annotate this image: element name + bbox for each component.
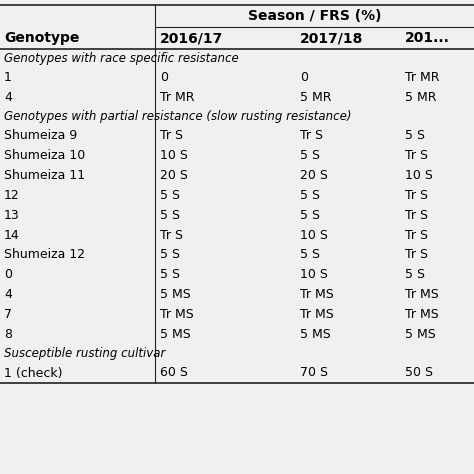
Text: Tr S: Tr S	[405, 228, 428, 241]
Text: 5 MR: 5 MR	[300, 91, 331, 103]
Text: 0: 0	[300, 71, 308, 83]
Text: 10 S: 10 S	[300, 268, 328, 282]
Text: Tr S: Tr S	[160, 128, 183, 142]
Text: 8: 8	[4, 328, 12, 341]
Text: 5 MS: 5 MS	[160, 289, 191, 301]
Text: 5 S: 5 S	[160, 268, 180, 282]
Text: 5 MS: 5 MS	[160, 328, 191, 341]
Text: 14: 14	[4, 228, 20, 241]
Text: 201...: 201...	[405, 31, 450, 45]
Text: 13: 13	[4, 209, 20, 221]
Text: Tr MR: Tr MR	[160, 91, 194, 103]
Text: 4: 4	[4, 289, 12, 301]
Text: 4: 4	[4, 91, 12, 103]
Text: Tr MS: Tr MS	[300, 289, 334, 301]
Text: Genotypes with partial resistance (slow rusting resistance): Genotypes with partial resistance (slow …	[4, 109, 352, 122]
Text: 2017/18: 2017/18	[300, 31, 364, 45]
Text: Genotypes with race specific resistance: Genotypes with race specific resistance	[4, 52, 239, 64]
Text: Tr MS: Tr MS	[160, 309, 194, 321]
Text: Tr S: Tr S	[300, 128, 323, 142]
Text: 12: 12	[4, 189, 20, 201]
Text: 5 S: 5 S	[160, 248, 180, 262]
Text: 10 S: 10 S	[300, 228, 328, 241]
Text: 0: 0	[4, 268, 12, 282]
Text: Genotype: Genotype	[4, 31, 79, 45]
Text: 5 S: 5 S	[300, 248, 320, 262]
Text: Shumeiza 9: Shumeiza 9	[4, 128, 77, 142]
Text: 5 S: 5 S	[405, 268, 425, 282]
Text: 0: 0	[160, 71, 168, 83]
Text: 60 S: 60 S	[160, 366, 188, 380]
Text: 5 MS: 5 MS	[300, 328, 331, 341]
Text: 10 S: 10 S	[405, 168, 433, 182]
Text: 2016/17: 2016/17	[160, 31, 223, 45]
Text: 1: 1	[4, 71, 12, 83]
Text: 5 S: 5 S	[300, 209, 320, 221]
Text: 70 S: 70 S	[300, 366, 328, 380]
Text: 20 S: 20 S	[300, 168, 328, 182]
Text: 10 S: 10 S	[160, 148, 188, 162]
Text: Tr MS: Tr MS	[405, 309, 439, 321]
Text: Tr S: Tr S	[160, 228, 183, 241]
Text: 20 S: 20 S	[160, 168, 188, 182]
Text: 5 S: 5 S	[405, 128, 425, 142]
Text: 1 (check): 1 (check)	[4, 366, 63, 380]
Text: Season / FRS (%): Season / FRS (%)	[248, 9, 381, 23]
Text: 5 MS: 5 MS	[405, 328, 436, 341]
Text: Tr S: Tr S	[405, 148, 428, 162]
Text: Tr MR: Tr MR	[405, 71, 439, 83]
Text: Shumeiza 12: Shumeiza 12	[4, 248, 85, 262]
Text: 5 S: 5 S	[160, 189, 180, 201]
Text: 5 S: 5 S	[300, 148, 320, 162]
Text: Susceptible rusting cultivar: Susceptible rusting cultivar	[4, 347, 165, 361]
Text: Tr S: Tr S	[405, 248, 428, 262]
Text: Shumeiza 11: Shumeiza 11	[4, 168, 85, 182]
Text: 5 S: 5 S	[300, 189, 320, 201]
Text: 7: 7	[4, 309, 12, 321]
Text: Tr S: Tr S	[405, 209, 428, 221]
Text: Tr MS: Tr MS	[405, 289, 439, 301]
Text: 5 MR: 5 MR	[405, 91, 437, 103]
Text: 50 S: 50 S	[405, 366, 433, 380]
Text: Shumeiza 10: Shumeiza 10	[4, 148, 85, 162]
Text: Tr MS: Tr MS	[300, 309, 334, 321]
Text: 5 S: 5 S	[160, 209, 180, 221]
Text: Tr S: Tr S	[405, 189, 428, 201]
